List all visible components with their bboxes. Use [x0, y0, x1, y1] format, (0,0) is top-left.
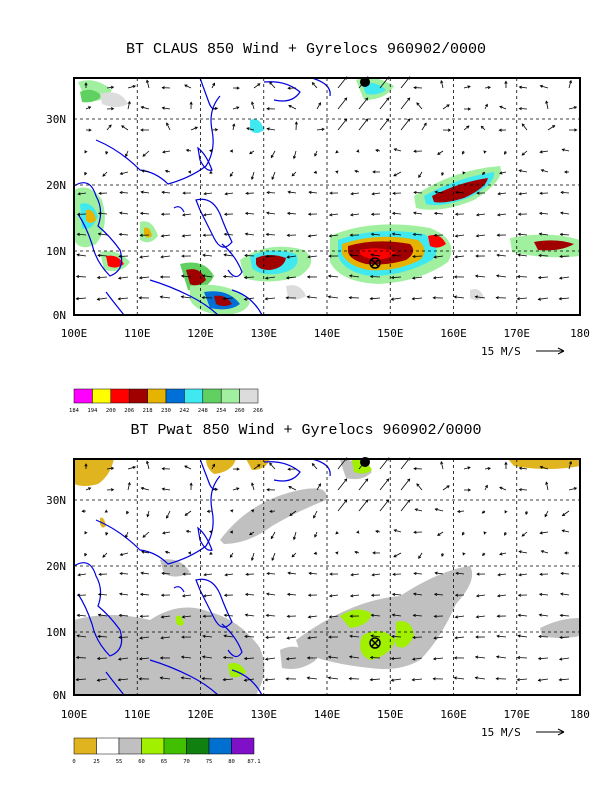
- legend-label: 55: [116, 759, 123, 765]
- panel1-frame: [73, 77, 581, 316]
- panel2-title: BT Pwat 850 Wind + Gyrelocs 960902/0000: [130, 422, 482, 439]
- x-label-140e: 140E: [314, 327, 341, 340]
- legend-swatch: [186, 737, 210, 755]
- legend-label: 206: [124, 408, 134, 414]
- panel1-coastlines: [74, 78, 331, 315]
- panel1-grid: [74, 78, 580, 315]
- panel1-gyre-markers: [360, 77, 381, 269]
- panel1-wind-vectors: [75, 76, 578, 301]
- legend-label: 65: [161, 759, 168, 765]
- x-label-150e: 150E: [377, 327, 404, 340]
- x-label-160e: 160E: [440, 327, 467, 340]
- x-label-100e: 100E: [61, 708, 88, 721]
- x-label-100e: 100E: [61, 327, 88, 340]
- legend-label: 194: [87, 408, 98, 414]
- x-label-120e: 120E: [187, 708, 214, 721]
- panel1-color-legend: 184 194 200 206 218 230 242 248 254 260 266: [69, 388, 263, 414]
- y-label-30n: 30N: [46, 113, 66, 126]
- legend-swatch: [220, 388, 240, 404]
- x-label-150e: 150E: [377, 708, 404, 721]
- x-label-180: 180: [570, 327, 590, 340]
- legend-swatch: [128, 388, 148, 404]
- legend-swatch: [231, 737, 255, 755]
- x-label-130e: 130E: [251, 708, 278, 721]
- legend-label: 266: [253, 408, 263, 414]
- legend-label: 248: [198, 408, 208, 414]
- legend-swatch: [73, 737, 97, 755]
- legend-label: 75: [206, 759, 213, 765]
- panel2-map: 100E 110E 120E 130E 140E 150E 160E 170E …: [46, 457, 590, 765]
- y-label-0n: 0N: [53, 309, 66, 322]
- legend-swatch: [184, 388, 204, 404]
- panel2-coastlines: [74, 459, 331, 695]
- legend-swatch: [73, 388, 93, 404]
- y-label-20n: 20N: [46, 179, 66, 192]
- legend-swatch: [239, 388, 259, 404]
- legend-label: 184: [69, 408, 80, 414]
- y-label-10n: 10N: [46, 245, 66, 258]
- legend-label: 0: [72, 759, 75, 765]
- x-label-160e: 160E: [440, 708, 467, 721]
- legend-swatch: [118, 737, 142, 755]
- legend-label: 87.1: [247, 759, 260, 765]
- y-label-30n: 30N: [46, 494, 66, 507]
- panel2-vector-reference: 15 M/S: [481, 726, 565, 739]
- x-label-110e: 110E: [124, 327, 151, 340]
- legend-label: 218: [143, 408, 153, 414]
- legend-label: 70: [183, 759, 190, 765]
- panel1-title: BT CLAUS 850 Wind + Gyrelocs 960902/0000: [125, 41, 487, 58]
- y-label-20n: 20N: [46, 560, 66, 573]
- legend-label: 60: [138, 759, 145, 765]
- x-label-140e: 140E: [314, 708, 341, 721]
- legend-swatch: [96, 737, 120, 755]
- x-label-170e: 170E: [504, 708, 531, 721]
- panel2-color-legend: 0 25 55 60 65 70 75 80 87.1: [72, 737, 261, 765]
- legend-label: 25: [93, 759, 100, 765]
- legend-label: 230: [161, 408, 171, 414]
- legend-swatch: [147, 388, 167, 404]
- legend-label: 254: [216, 408, 227, 414]
- panel2-wind-vectors: [75, 457, 578, 682]
- y-label-10n: 10N: [46, 626, 66, 639]
- x-label-110e: 110E: [124, 708, 151, 721]
- y-label-0n: 0N: [53, 689, 66, 702]
- legend-label: 80: [228, 759, 235, 765]
- panel2-pwat-field: [74, 459, 580, 695]
- legend-swatch: [110, 388, 130, 404]
- x-label-130e: 130E: [251, 327, 278, 340]
- x-label-120e: 120E: [187, 327, 214, 340]
- vector-ref-label: 15 M/S: [481, 726, 521, 739]
- panel1-map: 100E 110E 120E 130E 140E 150E 160E 170E …: [46, 76, 590, 414]
- legend-swatch: [92, 388, 112, 404]
- x-label-170e: 170E: [504, 327, 531, 340]
- panel1-cloud-field: [74, 78, 580, 315]
- legend-swatch: [208, 737, 232, 755]
- legend-swatch: [202, 388, 222, 404]
- vector-ref-label: 15 M/S: [481, 345, 521, 358]
- legend-label: 200: [106, 408, 116, 414]
- panel1-vector-reference: 15 M/S: [481, 345, 565, 358]
- legend-label: 242: [179, 408, 189, 414]
- legend-swatch: [165, 388, 185, 404]
- legend-label: 260: [235, 408, 245, 414]
- legend-swatch: [141, 737, 165, 755]
- x-label-180: 180: [570, 708, 590, 721]
- panel2-axis-labels: 100E 110E 120E 130E 140E 150E 160E 170E …: [46, 494, 590, 721]
- legend-swatch: [163, 737, 187, 755]
- panel2-frame: [73, 458, 581, 696]
- panel2-grid: [74, 459, 580, 695]
- panel1-axis-labels: 100E 110E 120E 130E 140E 150E 160E 170E …: [46, 113, 590, 340]
